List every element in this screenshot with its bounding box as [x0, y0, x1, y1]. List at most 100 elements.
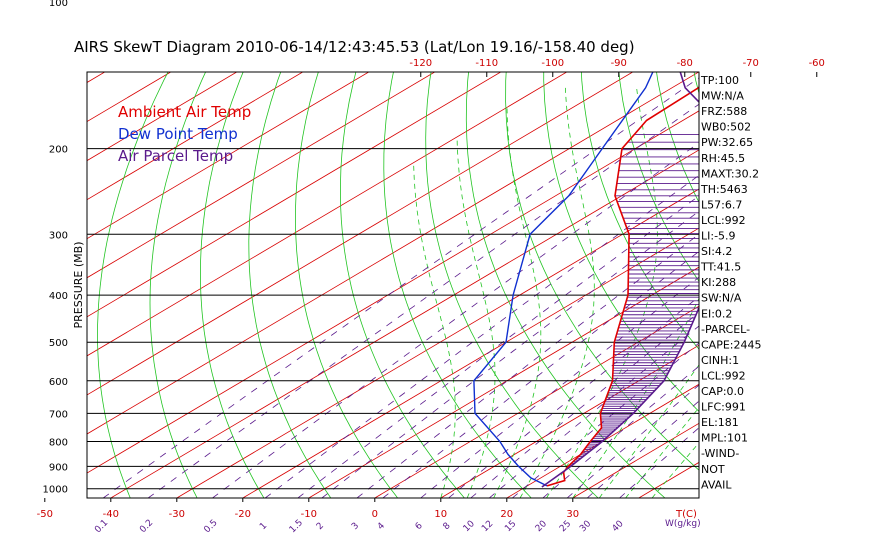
mixing-ratio-tick-label: 20 [534, 519, 549, 534]
isotherm-line [87, 72, 699, 435]
pressure-tick-label: 500 [49, 338, 68, 349]
mixing-ratio-tick-label: 0.1 [93, 518, 110, 535]
isotherm-line [308, 266, 699, 498]
sounding-index-label: TH:5463 [700, 183, 748, 196]
dew-point-line [473, 72, 654, 487]
bottom-temp-tick-label: 30 [566, 509, 579, 520]
sounding-index-label: SI:4.2 [701, 245, 732, 258]
sounding-index-label: MAXT:30.2 [701, 167, 759, 180]
dry-adiabat [294, 72, 398, 498]
sounding-index-label: LCL:992 [701, 369, 746, 382]
sounding-index-label: LFC:991 [701, 401, 746, 414]
moist-adiabat [413, 163, 456, 498]
isotherm-line [87, 72, 634, 396]
x-axis-label: T(C) [675, 509, 697, 520]
top-temp-tick-label: -60 [809, 58, 825, 69]
sounding-index-label: -PARCEL- [701, 323, 750, 336]
ambient-temp-line [546, 85, 699, 487]
bottom-temp-tick-label: 0 [372, 509, 378, 520]
pressure-tick-label: 100 [49, 0, 68, 9]
dry-adiabat [425, 72, 599, 498]
top-temp-tick-label: -120 [409, 58, 432, 69]
mixing-ratio-tick-label: 6 [414, 521, 425, 532]
isotherm-line [506, 383, 699, 498]
pressure-tick-label: 900 [49, 462, 68, 473]
isotherm-line [440, 344, 699, 498]
plot-frame [86, 71, 700, 499]
mixing-ratio-tick-label: 12 [480, 519, 495, 534]
mixing-ratio-tick-label: 25 [558, 519, 573, 534]
mixing-ratio-line [321, 210, 699, 498]
mixing-ratio-tick-label: 0.5 [202, 518, 219, 535]
isotherm-line [87, 72, 436, 279]
dry-adiabat [339, 72, 465, 498]
mixing-ratio-tick-label: 0.2 [138, 518, 155, 535]
parcel-temp-line [541, 72, 699, 488]
dry-adiabat [465, 72, 666, 498]
top-temp-tick-label: -100 [541, 58, 564, 69]
dry-adiabat [822, 2, 870, 498]
isotherm-line [374, 305, 699, 498]
dry-adiabat [199, 72, 265, 498]
legend-entry: Ambient Air Temp [118, 103, 251, 121]
isotherm-line [87, 72, 304, 201]
bottom-temp-tick-label: -10 [301, 509, 317, 520]
sounding-index-label: TT:41.5 [700, 261, 741, 274]
sounding-index-label: KI:288 [701, 276, 736, 289]
isotherm-line [87, 72, 502, 318]
dry-adiabat [97, 72, 169, 498]
isotherm-line [87, 72, 172, 123]
sounding-index-label: RH:45.5 [701, 152, 745, 165]
moist-adiabat [572, 297, 699, 498]
top-temp-tick-label: -80 [677, 58, 693, 69]
top-temp-tick-label: -110 [475, 58, 498, 69]
sounding-index-label: LCL:992 [701, 214, 746, 227]
dry-adiabat [580, 72, 699, 350]
mixing-ratio-line [297, 195, 699, 498]
bottom-temp-tick-label: 20 [500, 509, 513, 520]
sounding-index-label: EL:181 [701, 416, 739, 429]
sounding-index-label: EI:0.2 [701, 307, 732, 320]
moist-adiabat [598, 364, 699, 498]
pressure-tick-label: 600 [49, 377, 68, 388]
pressure-tick-label: 700 [49, 409, 68, 420]
top-temp-tick-label: -90 [611, 58, 627, 69]
sounding-index-label: L57:6.7 [701, 198, 742, 211]
mixing-ratio-tick-label: 8 [442, 521, 453, 532]
sounding-index-label: PW:32.65 [701, 136, 753, 149]
pressure-tick-label: 400 [49, 291, 68, 302]
top-temp-tick-label: -70 [743, 58, 759, 69]
sounding-index-label: FRZ:588 [701, 105, 747, 118]
isotherm-line [110, 149, 699, 498]
dry-adiabat [788, 2, 870, 498]
sounding-index-label: LI:-5.9 [701, 230, 736, 243]
moist-adiabat [456, 137, 496, 498]
mixing-ratio-tick-label: 10 [462, 519, 477, 534]
pressure-tick-label: 200 [49, 145, 68, 156]
dry-adiabat [857, 2, 870, 498]
isotherm-line [87, 110, 699, 474]
bottom-temp-tick-label: -20 [235, 509, 251, 520]
isotherm-line [242, 227, 699, 498]
dry-adiabat [248, 72, 332, 498]
dry-adiabat [383, 72, 532, 498]
dry-adiabat [149, 72, 207, 498]
isotherm-line [638, 461, 699, 498]
mixing-ratio-tick-label: 15 [503, 519, 518, 534]
mixing-ratio-tick-label: 4 [376, 521, 387, 532]
dry-adiabat [618, 72, 699, 282]
mixing-ratio-tick-label: 40 [611, 519, 626, 534]
moist-adiabat [519, 87, 595, 498]
sounding-index-label: SW:N/A [701, 292, 742, 305]
bottom-temp-tick-label: -50 [37, 509, 53, 520]
sounding-index-label: -WIND- [701, 447, 739, 460]
mixing-ratio-tick-label: 1.5 [288, 518, 305, 535]
mixing-ratio-line [382, 250, 699, 498]
isotherm-line [87, 72, 370, 240]
mixing-ratio-tick-label: 3 [350, 521, 361, 532]
sounding-index-label: WB0:502 [701, 121, 751, 134]
moist-adiabat [493, 107, 542, 498]
sounding-index-label: TP:100 [700, 74, 739, 87]
mixing-ratio-axis-label: W(g/kg) [665, 519, 701, 529]
sounding-index-label: NOT [701, 463, 725, 476]
